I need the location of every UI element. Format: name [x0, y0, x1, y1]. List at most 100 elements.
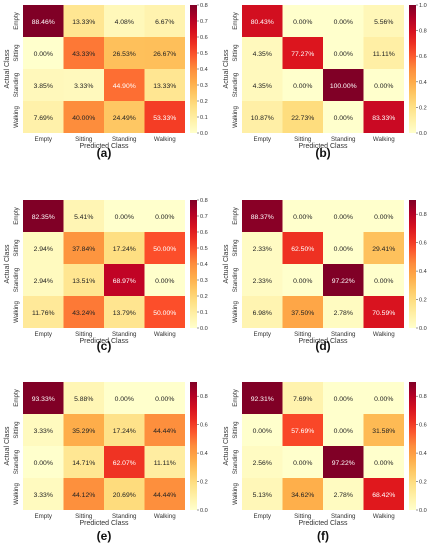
cell-label: 2.33% [253, 278, 272, 285]
heatmap-cell [323, 200, 364, 232]
x-tick-label: Sitting [75, 136, 93, 143]
heatmap-cell [63, 264, 104, 296]
cell-label: 29.41% [372, 246, 395, 253]
heatmap-cell [242, 200, 283, 232]
y-axis-label: Actual Class [223, 49, 230, 88]
cell-label: 0.00% [334, 396, 353, 403]
x-tick-label: Walking [373, 331, 395, 338]
y-tick-label: Sitting [232, 421, 239, 439]
cell-label: 5.41% [74, 214, 93, 221]
heatmap-cell [282, 446, 323, 478]
colorbar-tick-label: 0.2 [200, 99, 208, 105]
cell-label: 13.33% [153, 83, 176, 90]
colorbar-tick-label: 0.8 [200, 198, 208, 204]
cell-label: 37.50% [291, 310, 314, 317]
heatmap-cell [282, 414, 323, 446]
cell-label: 3.33% [34, 428, 53, 435]
cell-label: 0.00% [293, 460, 312, 467]
colorbar-tick-label: 0.2 [419, 105, 427, 111]
x-tick-label: Standing [331, 331, 356, 338]
heatmap-cell [104, 5, 145, 37]
panel-label: (f) [317, 529, 329, 543]
colorbar-tick-label: 0.7 [200, 214, 208, 220]
colorbar-tick-label: 1.0 [419, 3, 427, 9]
heatmap-cell [282, 296, 323, 328]
heatmap-cell [363, 37, 404, 69]
colorbar-tick-label: 0.4 [419, 451, 427, 457]
y-tick-label: Walking [232, 106, 239, 128]
heatmap-cell [242, 101, 283, 133]
y-tick-label: Empty [232, 206, 239, 224]
cell-label: 0.00% [115, 396, 134, 403]
heatmap-cell [242, 232, 283, 264]
heatmap-cell [144, 382, 185, 414]
colorbar-tick-label: 0.4 [200, 67, 208, 73]
cell-label: 5.13% [253, 492, 272, 499]
heatmap-cell [323, 382, 364, 414]
colorbar-tick-label: 0.1 [200, 310, 208, 316]
colorbar-tick-label: 0.8 [200, 394, 208, 400]
heatmap-cell [282, 69, 323, 101]
y-tick-label: Standing [13, 267, 20, 292]
heatmap-cell [63, 200, 104, 232]
cell-label: 0.00% [293, 214, 312, 221]
y-tick-label: Walking [232, 301, 239, 323]
heatmap-cell [363, 232, 404, 264]
x-tick-label: Sitting [294, 136, 312, 143]
heatmap-cell [23, 414, 64, 446]
cell-label: 2.56% [253, 460, 272, 467]
heatmap-cell [23, 5, 64, 37]
cell-label: 97.22% [332, 278, 355, 285]
heatmap-cell [23, 200, 64, 232]
heatmap-cell [104, 296, 145, 328]
heatmap-cell [104, 37, 145, 69]
heatmap-cell [104, 446, 145, 478]
cell-label: 6.98% [253, 310, 272, 317]
x-tick-label: Standing [112, 331, 137, 338]
x-tick-label: Walking [154, 331, 176, 338]
cell-label: 62.07% [113, 460, 136, 467]
y-axis-label: Actual Class [4, 426, 11, 465]
cell-label: 0.00% [34, 51, 53, 58]
colorbar-tick-label: 0.6 [419, 241, 427, 247]
cell-label: 0.00% [155, 396, 174, 403]
cell-label: 31.58% [372, 428, 395, 435]
y-tick-label: Empty [13, 206, 20, 224]
cell-label: 53.33% [153, 115, 176, 122]
heatmap-cell [144, 478, 185, 510]
cell-label: 0.00% [374, 396, 393, 403]
heatmap-cell [144, 5, 185, 37]
heatmap-cell [363, 478, 404, 510]
cell-label: 2.94% [34, 246, 53, 253]
cell-label: 44.44% [153, 428, 176, 435]
heatmap-cell [242, 296, 283, 328]
heatmap-cell [23, 446, 64, 478]
heatmap-cell [63, 232, 104, 264]
heatmap-cell [23, 296, 64, 328]
x-tick-label: Sitting [75, 513, 93, 520]
cell-label: 77.27% [291, 51, 314, 58]
y-tick-label: Standing [232, 267, 239, 292]
heatmap-cell [144, 264, 185, 296]
heatmap-cell [23, 37, 64, 69]
cell-label: 0.00% [334, 19, 353, 26]
heatmap-cell [282, 200, 323, 232]
x-axis-label: Predicted Class [79, 338, 129, 345]
heatmap-cell [282, 478, 323, 510]
cell-label: 83.33% [372, 115, 395, 122]
cell-label: 50.00% [153, 310, 176, 317]
heatmap-cell [323, 69, 364, 101]
y-tick-label: Empty [232, 388, 239, 406]
y-tick-label: Standing [13, 449, 20, 474]
heatmap-cell [323, 478, 364, 510]
heatmap-cell [323, 5, 364, 37]
x-tick-label: Walking [373, 513, 395, 520]
x-tick-label: Sitting [75, 331, 93, 338]
y-axis-label: Actual Class [4, 49, 11, 88]
y-tick-label: Sitting [13, 421, 20, 439]
colorbar-tick-label: 0.6 [419, 54, 427, 60]
colorbar-tick-label: 0.7 [200, 19, 208, 25]
y-tick-label: Walking [13, 106, 20, 128]
colorbar-tick-label: 0.8 [419, 394, 427, 400]
